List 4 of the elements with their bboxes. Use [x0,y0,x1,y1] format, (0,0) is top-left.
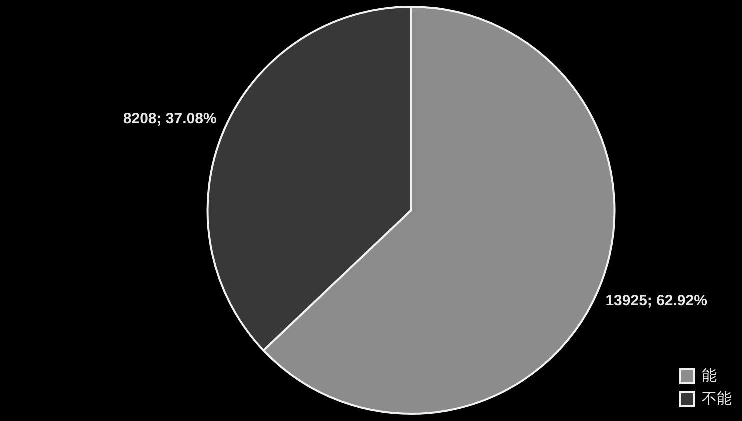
data-label: 13925; 62.92% [606,292,708,310]
legend-label: 能 [702,366,717,384]
data-label: 8208; 37.08% [123,110,217,128]
legend-label: 不能 [702,389,732,408]
